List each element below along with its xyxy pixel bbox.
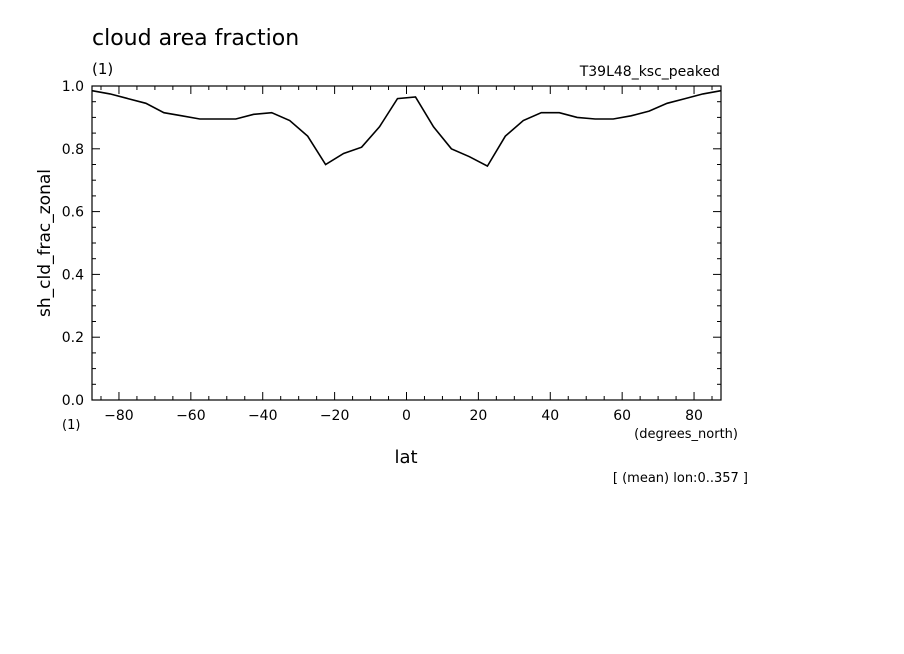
run-label: T39L48_ksc_peaked	[579, 64, 720, 80]
x-axis-units: (degrees_north)	[634, 427, 738, 442]
x-tick-label: 40	[541, 408, 559, 424]
y-tick-label: 0.2	[62, 330, 84, 346]
x-tick-label: −40	[248, 408, 278, 424]
x-tick-label: 0	[402, 408, 411, 424]
x-tick-labels: −80 −60 −40 −20 0 20 40 60 80	[104, 408, 703, 424]
footnote: [ (mean) lon:0..357 ]	[613, 471, 748, 486]
title-units: (1)	[92, 60, 113, 78]
series-line	[91, 89, 722, 168]
y-axis-label: sh_cld_frac_zonal	[35, 169, 55, 317]
y-tick-labels: 0.0 0.2 0.4 0.6 0.8 1.0	[62, 79, 84, 409]
chart-title: cloud area fraction	[92, 26, 299, 51]
y-tick-label: 0.8	[62, 142, 84, 158]
y-axis-ticks	[92, 85, 721, 401]
x-axis-ticks	[100, 86, 713, 400]
x-tick-label: −60	[176, 408, 206, 424]
y-tick-label: 0.0	[62, 393, 84, 409]
y-tick-label: 0.6	[62, 205, 84, 221]
x-axis-label: lat	[394, 447, 417, 468]
x-tick-label: 60	[613, 408, 631, 424]
x-tick-label: 20	[469, 408, 487, 424]
x-tick-label: −80	[104, 408, 134, 424]
plot-frame	[91, 85, 722, 401]
x-tick-label: −20	[320, 408, 350, 424]
y-tick-label: 0.4	[62, 267, 84, 283]
x-tick-label: 80	[685, 408, 703, 424]
y-axis-units: (1)	[62, 418, 80, 433]
y-tick-label: 1.0	[62, 79, 84, 95]
